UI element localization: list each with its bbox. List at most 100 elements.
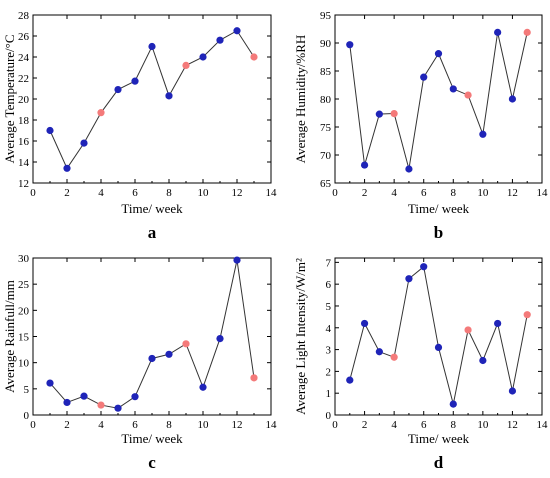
data-point [97, 109, 105, 117]
y-tick-label: 14 [18, 157, 30, 169]
x-tick-label: 10 [198, 419, 210, 431]
x-tick-label: 2 [64, 187, 70, 199]
data-point [216, 334, 224, 343]
x-axis-title: Time/ week [408, 201, 470, 216]
data-point [375, 110, 383, 118]
y-tick-label: 16 [18, 136, 30, 148]
data-point [479, 130, 487, 138]
panel-label: d [434, 453, 444, 472]
y-axis-title: Average Temperature/°C [2, 34, 17, 163]
data-point [165, 92, 173, 100]
series-line [349, 265, 528, 405]
data-point [360, 319, 369, 328]
data-point [405, 165, 413, 173]
x-tick-label: 12 [232, 419, 243, 431]
x-tick-label: 4 [98, 187, 104, 199]
x-tick-label: 4 [391, 187, 397, 199]
data-point [148, 354, 156, 363]
data-point [449, 400, 457, 408]
data-point [250, 374, 258, 382]
data-point [63, 164, 71, 172]
y-tick-label: 0 [24, 410, 30, 422]
data-point [479, 356, 487, 365]
y-tick-label: 20 [18, 305, 30, 317]
series-line [49, 259, 255, 409]
y-axis-title: Average Rainfull/mm [2, 280, 17, 393]
data-point [80, 392, 88, 400]
data-point [199, 53, 207, 61]
data-point [434, 343, 443, 352]
x-tick-label: 0 [332, 187, 338, 199]
x-tick-label: 2 [362, 187, 368, 199]
data-point [233, 256, 241, 264]
y-tick-label: 12 [18, 178, 29, 190]
y-tick-label: 25 [18, 279, 30, 291]
data-point [523, 28, 531, 36]
y-tick-label: 0 [326, 410, 332, 422]
panel-b: 0 2 4 6 8 10 12 14 65 70 75 80 85 90 95 Time/ week Avera… [293, 10, 548, 242]
x-tick-label: 6 [421, 419, 427, 431]
x-tick-label: 0 [30, 187, 36, 199]
data-point [420, 263, 428, 271]
data-point [420, 73, 428, 81]
data-point [449, 85, 457, 93]
y-tick-label: 6 [326, 279, 332, 291]
data-point [80, 139, 88, 147]
data-point [464, 91, 472, 99]
y-tick-label: 1 [326, 388, 332, 400]
x-tick-label: 10 [198, 187, 210, 199]
y-tick-label: 70 [320, 150, 332, 162]
data-point [390, 109, 398, 118]
data-point [165, 350, 173, 358]
y-tick-label: 5 [326, 301, 332, 313]
data-point [46, 379, 54, 387]
data-point [508, 387, 517, 395]
plot-frame [32, 257, 272, 416]
x-tick-label: 12 [232, 187, 243, 199]
data-point [199, 383, 207, 391]
data-point [63, 398, 71, 407]
y-tick-label: 10 [18, 358, 30, 370]
plot-frame [32, 14, 272, 184]
x-tick-label: 14 [537, 419, 549, 431]
data-point [494, 28, 502, 36]
data-point [114, 404, 122, 412]
data-point [131, 77, 139, 85]
x-tick-label: 4 [98, 419, 104, 431]
data-point [46, 126, 54, 135]
y-tick-label: 20 [18, 94, 30, 106]
x-tick-label: 4 [391, 419, 397, 431]
x-tick-label: 6 [421, 187, 427, 199]
data-point [494, 319, 502, 328]
y-tick-label: 90 [320, 38, 332, 50]
x-tick-label: 8 [166, 187, 172, 199]
x-tick-label: 6 [132, 187, 138, 199]
data-point [375, 348, 383, 356]
y-tick-label: 85 [320, 66, 332, 78]
y-tick-label: 22 [18, 73, 29, 85]
data-point [97, 401, 105, 409]
x-tick-label: 10 [477, 187, 489, 199]
x-tick-label: 14 [537, 187, 549, 199]
x-tick-label: 8 [166, 419, 172, 431]
y-tick-label: 28 [18, 10, 30, 22]
y-tick-label: 2 [326, 366, 332, 378]
y-tick-label: 3 [326, 345, 332, 357]
data-point [114, 85, 122, 94]
data-point [182, 340, 190, 348]
panel-label: a [148, 223, 157, 242]
data-point [405, 275, 413, 283]
y-tick-label: 5 [24, 384, 30, 396]
x-tick-label: 2 [64, 419, 70, 431]
x-tick-label: 0 [30, 419, 36, 431]
y-tick-label: 7 [326, 257, 332, 269]
y-tick-label: 80 [320, 94, 332, 106]
x-tick-label: 8 [451, 419, 457, 431]
y-tick-label: 75 [320, 122, 332, 134]
data-point [346, 41, 354, 49]
x-axis-title: Time/ week [121, 201, 183, 216]
x-tick-label: 8 [451, 187, 457, 199]
y-tick-label: 30 [18, 253, 30, 265]
y-tick-label: 26 [18, 31, 30, 43]
x-tick-label: 12 [507, 187, 518, 199]
